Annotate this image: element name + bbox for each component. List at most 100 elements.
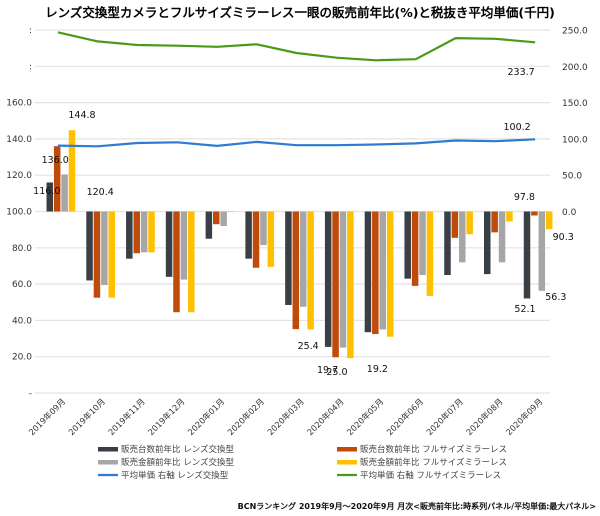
y-tick-left: 160.0 — [6, 99, 32, 109]
bar — [260, 211, 267, 246]
y-tick-right: 250.0 — [562, 27, 588, 37]
x-tick-label: 2020年06月 — [384, 396, 425, 437]
bar — [108, 211, 116, 298]
bar — [491, 211, 498, 233]
data-label: 120.4 — [87, 187, 114, 198]
legend-swatch — [98, 460, 118, 465]
bar — [220, 211, 227, 227]
bar — [205, 211, 213, 239]
bar — [426, 211, 434, 296]
data-label: 19.7 — [317, 365, 338, 376]
line-series — [57, 138, 536, 148]
x-tick-label: 2020年04月 — [305, 396, 346, 437]
y-tick-left: : — [29, 62, 32, 72]
data-label: 144.8 — [68, 110, 95, 121]
bar — [545, 211, 553, 230]
data-label: 19.2 — [367, 364, 388, 375]
y-tick-right: 50.0 — [562, 172, 582, 182]
bar — [483, 211, 491, 275]
legend-label: 販売金額前年比 フルサイズミラーレス — [360, 457, 507, 468]
bars — [46, 130, 553, 359]
legend-label: 販売台数前年比 フルサイズミラーレス — [360, 444, 507, 455]
legend-label: 販売金額前年比 レンズ交換型 — [121, 457, 235, 468]
bar — [372, 211, 379, 335]
bar — [68, 130, 76, 212]
y-tick-left: 20.0 — [12, 353, 32, 363]
lines — [57, 31, 536, 148]
bar — [101, 211, 108, 286]
bar — [451, 211, 459, 238]
bar — [299, 211, 307, 307]
bar — [93, 211, 101, 298]
bar — [252, 211, 260, 268]
data-label: 233.7 — [508, 67, 535, 78]
chart-title: レンズ交換型カメラとフルサイズミラーレス一眼の販売前年比(%)と税抜き平均単価(… — [45, 5, 555, 20]
bar — [180, 211, 188, 280]
y-axis-right: 0.0 50.0 100.0 150.0 200.0 250.0 — [562, 27, 588, 219]
data-label: 25.4 — [298, 341, 319, 352]
y-tick-right: 200.0 — [562, 63, 588, 73]
x-tick-label: 2019年10月 — [66, 396, 107, 437]
data-label: 56.3 — [545, 292, 566, 303]
bar — [386, 211, 394, 337]
legend: 販売台数前年比 レンズ交換型 販売台数前年比 フルサイズミラーレス販売金額前年比 … — [98, 444, 507, 481]
y-axis-left: - 20.0 40.0 60.0 80.0 100.0 120.0 140.0 160.0:: — [6, 26, 32, 399]
y-tick-left: 60.0 — [12, 280, 32, 290]
x-tick-label: 2020年08月 — [464, 396, 505, 437]
legend-swatch — [337, 460, 357, 465]
data-label: 25.0 — [326, 367, 347, 378]
x-tick-label: 2020年02月 — [225, 396, 266, 437]
bar — [404, 211, 411, 279]
bar — [292, 211, 300, 330]
y-tick-left: 40.0 — [12, 316, 32, 326]
gridlines — [35, 29, 550, 394]
bar — [173, 211, 180, 313]
bar — [379, 211, 386, 330]
bar — [148, 211, 155, 253]
legend-swatch — [98, 447, 118, 452]
data-labels: 116.0 136.0 120.4 144.8 25.4 19.725.0 19.2 52.1… — [33, 67, 574, 378]
data-label: 97.8 — [514, 192, 535, 203]
y-tick-left: 80.0 — [12, 244, 32, 254]
x-tick-label: 2019年12月 — [146, 396, 187, 437]
data-label: 136.0 — [42, 155, 69, 166]
x-tick-label: 2020年09月 — [504, 396, 545, 437]
legend-label: 平均単価 右軸 レンズ交換型 — [121, 470, 229, 481]
bar — [324, 211, 332, 347]
bar — [411, 211, 419, 286]
bar — [538, 211, 546, 291]
chart-footer: BCNランキング 2019年9月～2020年9月 月次<販売前年比:時系列パネル… — [238, 501, 596, 511]
x-axis: 2019年09月 2019年10月 2019年11月 2019年12月 2020年01月… — [27, 396, 545, 437]
bar — [498, 211, 506, 263]
bar — [267, 211, 275, 267]
bar — [419, 211, 426, 276]
y-tick-left: - — [29, 389, 32, 399]
bar — [332, 211, 339, 358]
bar — [53, 146, 61, 212]
bar — [523, 211, 531, 299]
y-tick-right: 150.0 — [562, 99, 588, 109]
legend-label: 販売台数前年比 レンズ交換型 — [121, 444, 235, 455]
y-tick-left: 120.0 — [6, 171, 32, 181]
bar — [165, 211, 173, 277]
bar — [227, 211, 235, 212]
bar — [307, 211, 314, 330]
line-series — [57, 31, 536, 62]
y-tick-left: 140.0 — [6, 135, 32, 145]
legend-label: 平均単価 右軸 フルサイズミラーレス — [360, 470, 501, 481]
bar — [339, 211, 347, 348]
bar — [213, 211, 220, 225]
bar — [506, 211, 513, 222]
bar — [133, 211, 140, 254]
x-tick-label: 2019年09月 — [27, 396, 68, 437]
legend-swatch — [337, 447, 357, 452]
x-tick-label: 2020年07月 — [424, 396, 465, 437]
bar — [188, 211, 195, 313]
y-tick-right: 0.0 — [562, 208, 577, 218]
y-tick-left: : — [29, 26, 32, 36]
y-tick-left: 100.0 — [6, 208, 32, 218]
bar — [444, 211, 451, 276]
bar — [126, 211, 133, 259]
bar — [347, 211, 354, 359]
